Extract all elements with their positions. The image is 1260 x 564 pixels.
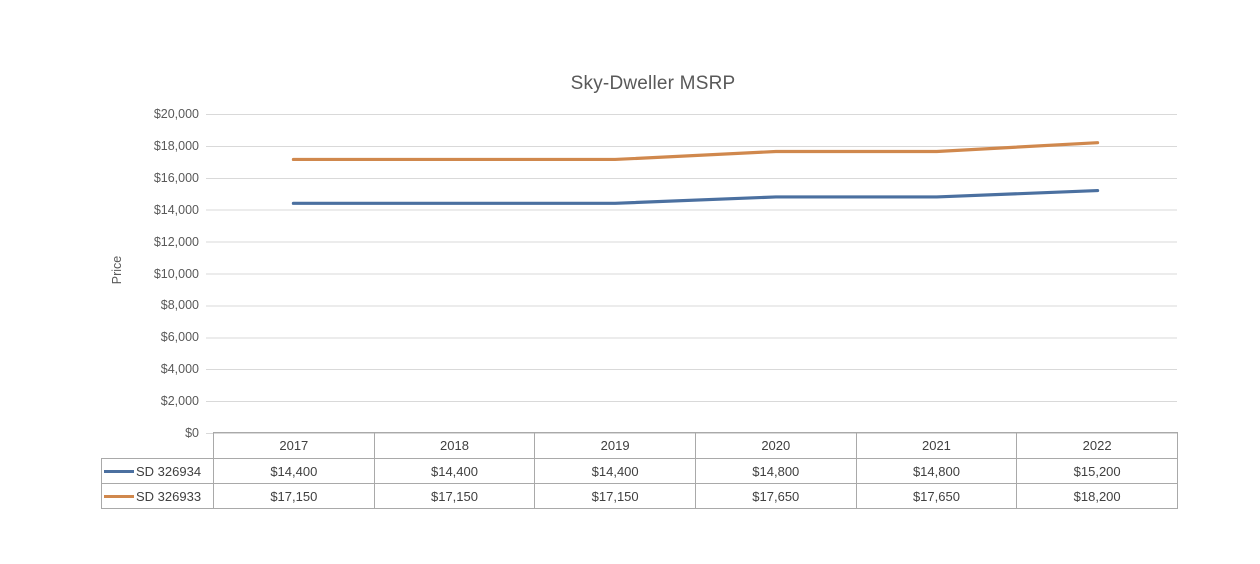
chart-title: Sky-Dweller MSRP bbox=[570, 73, 736, 94]
year-header: 2020 bbox=[694, 432, 857, 459]
year-header: 2021 bbox=[855, 432, 1018, 459]
legend-cell: SD 326934 bbox=[101, 458, 214, 484]
legend-key-icon bbox=[104, 469, 134, 473]
y-tick-label: $12,000 bbox=[153, 234, 199, 249]
year-header: 2022 bbox=[1016, 432, 1178, 459]
y-tick-label: $0 bbox=[185, 426, 199, 440]
y-tick-label: $10,000 bbox=[153, 266, 199, 281]
year-header: 2017 bbox=[213, 432, 375, 459]
y-tick-label: $20,000 bbox=[153, 107, 199, 121]
y-tick-label: $18,000 bbox=[153, 138, 199, 153]
y-tick-label: $8,000 bbox=[160, 298, 199, 313]
y-tick-label: $2,000 bbox=[160, 394, 199, 409]
price-cell: $14,400 bbox=[373, 458, 536, 484]
y-tick-label: $16,000 bbox=[153, 170, 199, 185]
series-line-sd-326934 bbox=[291, 188, 1100, 205]
price-cell: $14,400 bbox=[213, 458, 375, 484]
table-header-row: 2017 2018 2019 2020 2021 2022 bbox=[102, 432, 1178, 459]
data-table: 2017 2018 2019 2020 2021 2022 SD 326934 $14,400… bbox=[101, 432, 1178, 509]
price-cell: $14,400 bbox=[534, 458, 696, 484]
table-row: SD 326934 $14,400 $14,400 $14,400 $14,800 $14… bbox=[101, 458, 1178, 484]
price-cell: $17,150 bbox=[534, 483, 696, 509]
series-name-label: SD 326933 bbox=[136, 488, 202, 504]
y-tick-label: $6,000 bbox=[160, 330, 199, 345]
legend-cell: SD 326933 bbox=[101, 483, 214, 509]
legend-key-icon bbox=[104, 494, 134, 498]
series-name-label: SD 326934 bbox=[136, 463, 202, 479]
price-cell: $17,650 bbox=[855, 483, 1018, 509]
series-line-sd-326933 bbox=[291, 141, 1100, 162]
y-tick-label: $14,000 bbox=[153, 202, 199, 217]
year-header: 2018 bbox=[373, 432, 536, 459]
price-cell: $14,800 bbox=[855, 458, 1018, 484]
price-cell: $14,800 bbox=[694, 458, 857, 484]
price-cell: $17,650 bbox=[694, 483, 857, 509]
price-cell: $17,150 bbox=[213, 483, 375, 509]
y-tick-label: $4,000 bbox=[160, 362, 199, 377]
year-header: 2019 bbox=[534, 432, 696, 459]
price-cell: $17,150 bbox=[373, 483, 536, 509]
price-cell: $15,200 bbox=[1016, 458, 1178, 484]
table-row: SD 326933 $17,150 $17,150 $17,150 $17,650 $17… bbox=[101, 483, 1178, 509]
table-corner-cell bbox=[102, 433, 214, 459]
price-cell: $18,200 bbox=[1016, 483, 1178, 509]
